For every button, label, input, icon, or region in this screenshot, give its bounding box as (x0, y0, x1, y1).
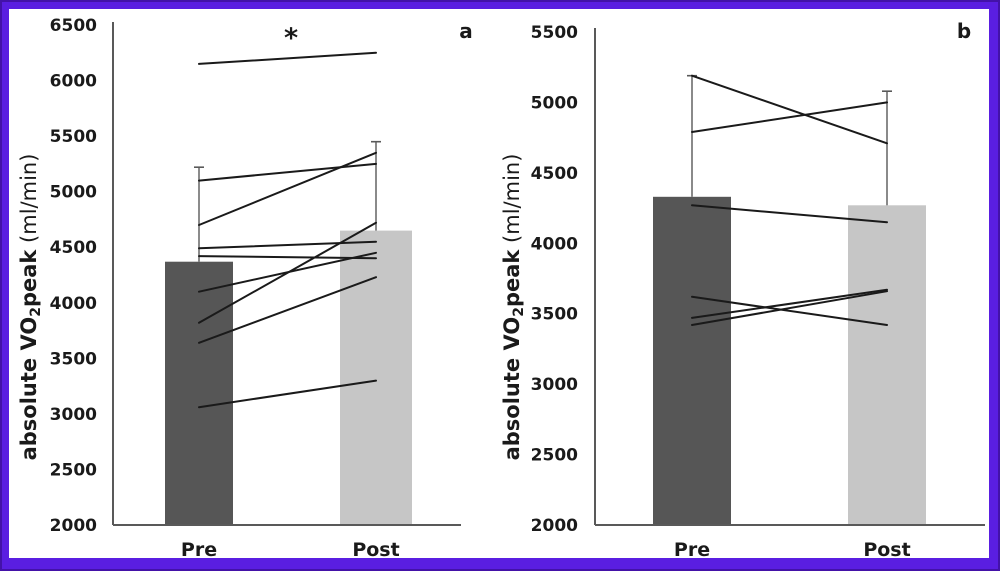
x-category-label-pre-panel-a: Pre (181, 539, 217, 561)
panel-letter-a: a (459, 19, 473, 43)
panel-letter-b: b (957, 19, 971, 43)
significance-asterisk-panel-a: * (284, 23, 298, 54)
subject-line-4-panel-b (691, 295, 888, 326)
subject-line-2-panel-b (691, 101, 888, 133)
pre-bar-panel-a (165, 261, 233, 525)
y-tick-label-panel-a: 2000 (50, 516, 97, 536)
y-tick-label-panel-a: 6000 (50, 72, 97, 92)
subject-line-3-panel-b (691, 204, 888, 224)
y-tick-label-panel-a: 3000 (50, 405, 97, 425)
subject-line-6-panel-b (691, 290, 888, 326)
y-tick-label-panel-a: 2500 (50, 460, 97, 480)
subject-line-5-panel-b (691, 288, 888, 319)
y-axis-title-panel-b: absolute VO2peak (ml/min) (500, 154, 527, 461)
y-tick-label-panel-a: 6500 (50, 16, 97, 36)
y-tick-label-panel-b: 3000 (531, 375, 578, 395)
y-tick-label-panel-a: 4500 (50, 238, 97, 258)
y-tick-label-panel-b: 4000 (531, 234, 578, 254)
y-tick-label-panel-a: 4000 (50, 294, 97, 314)
y-tick-label-panel-b: 2500 (531, 446, 578, 466)
subject-line-1-panel-b (691, 74, 888, 145)
subject-line-2-panel-a (198, 162, 377, 182)
x-category-label-pre-panel-b: Pre (674, 539, 710, 561)
subject-line-1-panel-a (198, 51, 377, 65)
y-tick-label-panel-b: 5000 (531, 93, 578, 113)
y-tick-label-panel-b: 2000 (531, 516, 578, 536)
post-bar-panel-b (848, 205, 926, 526)
subject-line-4-panel-a (198, 240, 377, 250)
y-tick-label-panel-b: 5500 (531, 23, 578, 43)
y-tick-label-panel-b: 4500 (531, 164, 578, 184)
x-category-label-post-panel-a: Post (352, 539, 399, 561)
subject-line-9-panel-a (198, 379, 377, 409)
y-axis-title-panel-a: absolute VO2peak (ml/min) (17, 154, 44, 461)
subject-line-3-panel-a (198, 151, 377, 226)
subject-line-5-panel-a (198, 255, 377, 260)
x-category-label-post-panel-b: Post (863, 539, 910, 561)
y-tick-label-panel-a: 5000 (50, 183, 97, 203)
y-tick-label-panel-a: 5500 (50, 127, 97, 147)
y-tick-label-panel-a: 3500 (50, 349, 97, 369)
pre-bar-panel-b (653, 196, 731, 526)
subject-line-7-panel-a (198, 221, 377, 324)
subject-line-8-panel-a (198, 276, 377, 344)
post-bar-panel-a (340, 230, 412, 525)
y-tick-label-panel-b: 3500 (531, 305, 578, 325)
